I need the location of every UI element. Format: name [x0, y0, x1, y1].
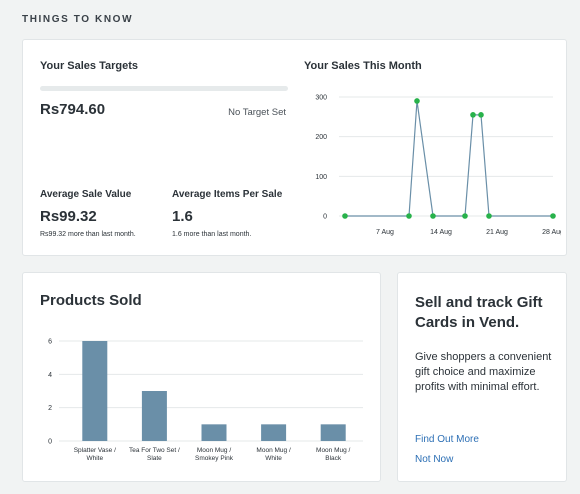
find-out-more-link[interactable]: Find Out More: [415, 434, 479, 445]
average-items-value: 1.6: [172, 208, 193, 225]
average-sale-label: Average Sale Value: [40, 189, 132, 200]
sales-target-amount: Rs794.60: [40, 101, 106, 118]
products-y-tick: 2: [48, 405, 52, 412]
products-y-tick: 0: [48, 439, 52, 446]
products-bar: [201, 424, 227, 441]
sales-line-chart: 0 100 200 300 7 Aug 14 Aug 21 Aug 28 Aug: [315, 95, 561, 237]
sales-y-tick: 200: [315, 134, 327, 141]
sales-point: [342, 213, 348, 219]
sales-x-tick: 28 Aug: [542, 229, 561, 236]
products-x-label: Moon Mug /: [256, 447, 291, 454]
sales-point: [478, 112, 484, 118]
sales-targets-title: Your Sales Targets: [40, 60, 139, 72]
products-x-label: White: [265, 455, 282, 462]
target-status: No Target Set: [228, 107, 286, 118]
sales-target-progress: [40, 86, 288, 91]
gift-card-heading: Sell and track Gift Cards in Vend.: [415, 294, 543, 331]
average-items-note: 1.6 more than last month.: [172, 231, 252, 238]
products-x-label: Tea For Two Set /: [129, 447, 180, 454]
products-sold-card: Products Sold 0 2 4 6 Splatter Vase / White Te…: [22, 272, 381, 482]
sales-x-tick: 14 Aug: [430, 229, 452, 236]
products-bar: [320, 424, 346, 441]
not-now-link[interactable]: Not Now: [415, 454, 454, 465]
sales-point: [406, 213, 412, 219]
average-sale-note: Rs99.32 more than last month.: [40, 231, 136, 238]
average-sale-value: Rs99.32: [40, 208, 97, 225]
sales-point: [414, 98, 420, 104]
sales-point: [470, 112, 476, 118]
sales-point: [550, 213, 556, 219]
sales-y-tick: 100: [315, 174, 327, 181]
products-x-label: Slate: [147, 455, 162, 462]
sales-x-tick: 7 Aug: [376, 229, 394, 236]
products-y-tick: 6: [48, 339, 52, 346]
products-x-label: Black: [325, 455, 342, 462]
products-y-tick: 4: [48, 372, 52, 379]
products-x-label: Moon Mug /: [316, 447, 351, 454]
sales-point: [430, 213, 436, 219]
products-bar: [261, 424, 287, 441]
sales-point: [462, 213, 468, 219]
sales-chart-title: Your Sales This Month: [304, 60, 422, 72]
sales-y-tick: 300: [315, 95, 327, 102]
gift-card-promo: Sell and track Gift Cards in Vend. Give …: [397, 272, 567, 482]
gift-card-body: Give shoppers a convenient gift choice a…: [415, 351, 552, 393]
sales-x-tick: 21 Aug: [486, 229, 508, 236]
products-x-label: Moon Mug /: [197, 447, 232, 454]
summary-card: Your Sales Targets Rs794.60 No Target Se…: [22, 39, 567, 256]
products-x-label: Splatter Vase /: [74, 447, 116, 454]
sales-series-line: [345, 100, 553, 217]
section-title: THINGS TO KNOW: [22, 14, 134, 25]
products-bar: [141, 391, 167, 441]
sales-y-tick: 0: [323, 214, 327, 221]
products-bar: [82, 341, 108, 441]
products-x-label: Smokey Pink: [195, 455, 234, 462]
products-sold-title: Products Sold: [40, 292, 142, 309]
average-items-label: Average Items Per Sale: [172, 189, 283, 200]
sales-point: [486, 213, 492, 219]
products-x-label: White: [86, 455, 103, 462]
